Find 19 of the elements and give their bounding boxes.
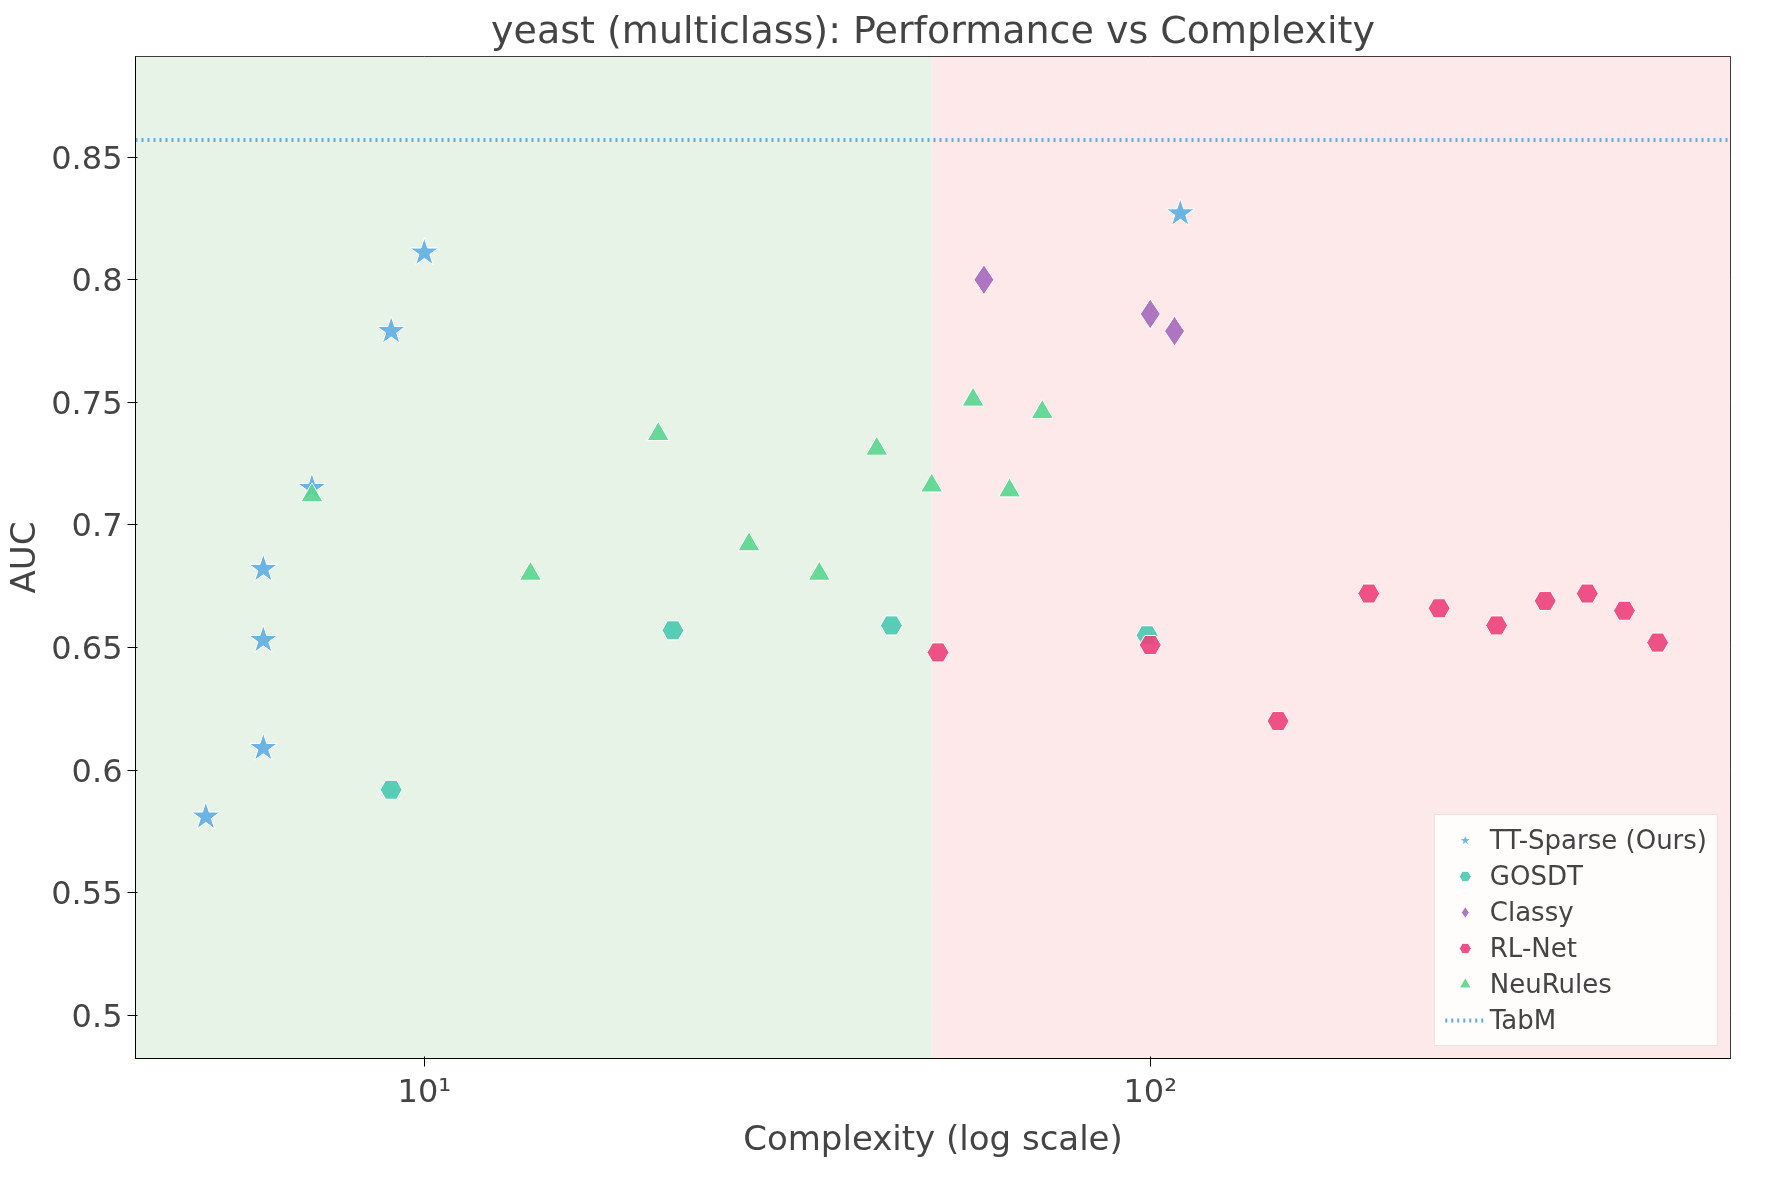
legend-label: RL-Net — [1489, 933, 1577, 963]
y-tick-label: 0.7 — [71, 506, 123, 545]
legend-label: TabM — [1489, 1005, 1557, 1035]
x-tick-label: 10¹ — [397, 1071, 452, 1110]
x-tick-label: 10² — [1123, 1071, 1178, 1110]
y-tick-label: 0.55 — [51, 874, 123, 913]
chart-title: yeast (multiclass): Performance vs Complexity — [491, 7, 1375, 52]
legend-label: Classy — [1489, 897, 1574, 927]
y-tick-label: 0.65 — [51, 629, 123, 667]
y-axis-title: AUC — [3, 521, 44, 594]
y-tick-label: 0.6 — [71, 751, 123, 790]
y-tick-label: 0.85 — [51, 138, 123, 177]
x-axis-title: Complexity (log scale) — [743, 1117, 1123, 1158]
legend-label: GOSDT — [1489, 861, 1583, 891]
legend-label: TT-Sparse (Ours) — [1489, 825, 1707, 855]
y-tick-label: 0.75 — [51, 383, 123, 422]
legend-label: NeuRules — [1489, 969, 1612, 999]
y-tick-label: 0.5 — [71, 996, 123, 1035]
y-tick-label: 0.8 — [71, 261, 123, 300]
